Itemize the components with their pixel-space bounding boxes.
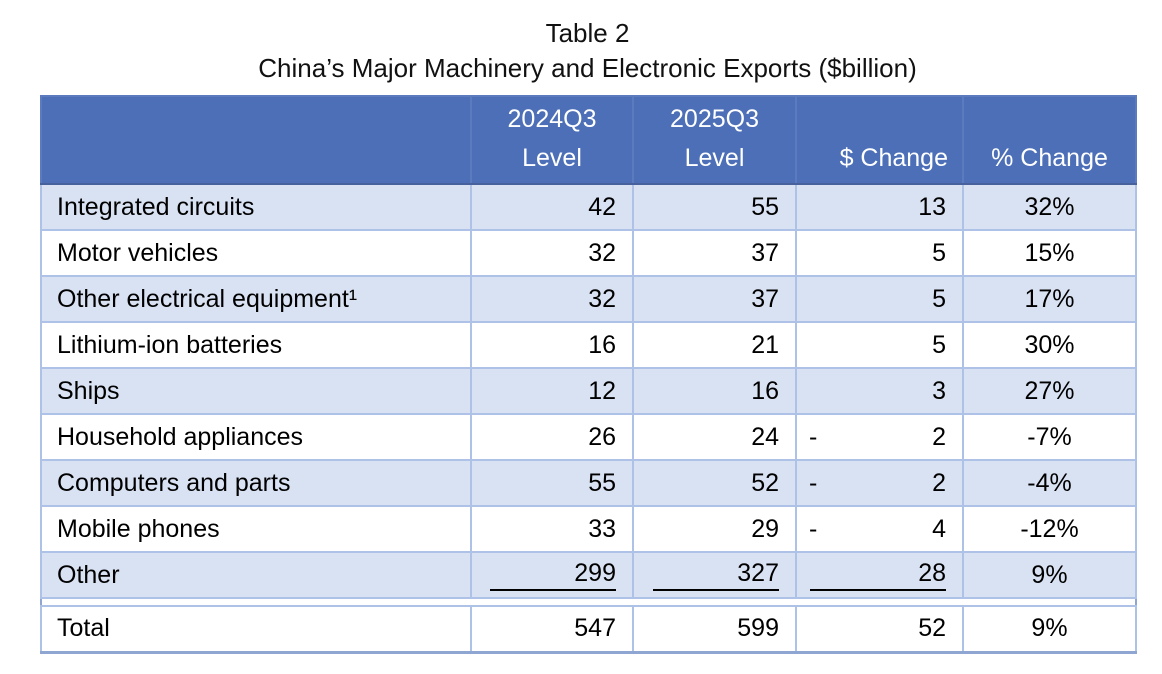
cell-2025q3-level: 21 (632, 321, 797, 369)
cell-dollar-change: -2 (795, 459, 964, 507)
cell-2024q3-level: 32 (470, 229, 634, 277)
exports-table: 2024Q3 Level 2025Q3 Level $ Change % Cha… (40, 95, 1137, 654)
dollar-change-value: 3 (932, 376, 946, 405)
table-row-household-appliances: Household appliances 26 24 -2 -7% (40, 413, 1137, 461)
cell-2024q3-level: 33 (470, 505, 634, 553)
cell-dollar-change: -4 (795, 505, 964, 553)
row-label: Household appliances (40, 413, 472, 461)
dollar-change-value: 5 (932, 284, 946, 313)
table-row-integrated-circuits: Integrated circuits 42 55 13 32% (40, 183, 1137, 231)
cell-dollar-change: 5 (795, 275, 964, 323)
cell-dollar-change: 5 (795, 229, 964, 277)
underlined-value: 299 (490, 559, 616, 591)
cell-2025q3-level: 29 (632, 505, 797, 553)
cell-pct-change: -4% (962, 459, 1137, 507)
table-row-mobile-phones: Mobile phones 33 29 -4 -12% (40, 505, 1137, 553)
row-label: Motor vehicles (40, 229, 472, 277)
header-dollar-change: $ Change (795, 95, 964, 185)
header-row: 2024Q3 Level 2025Q3 Level $ Change % Cha… (40, 95, 1137, 185)
dollar-change-value: 5 (932, 330, 946, 359)
table-row-ships: Ships 12 16 3 27% (40, 367, 1137, 415)
table-row-motor-vehicles: Motor vehicles 32 37 5 15% (40, 229, 1137, 277)
header-2024q3-level-label: Level (522, 144, 582, 172)
cell-2025q3-level: 24 (632, 413, 797, 461)
dollar-change-value: 52 (918, 614, 946, 643)
total-row-separator (41, 598, 1136, 606)
dollar-change-value: 2 (932, 468, 946, 497)
minus-sign: - (809, 514, 818, 543)
header-2024q3: 2024Q3 (507, 105, 597, 133)
row-label: Integrated circuits (40, 183, 472, 231)
header-2025q3-level: 2025Q3 Level (632, 95, 797, 185)
cell-2024q3-level: 16 (470, 321, 634, 369)
row-label: Mobile phones (40, 505, 472, 553)
table-row-lithium-ion-batteries: Lithium-ion batteries 16 21 5 30% (40, 321, 1137, 369)
table-title-block: Table 2 China’s Major Machinery and Elec… (40, 16, 1135, 86)
row-label: Total (40, 605, 472, 653)
underlined-value: 28 (810, 559, 946, 591)
dollar-change-value: 13 (918, 192, 946, 221)
cell-pct-change: 9% (962, 551, 1137, 599)
cell-2025q3-level: 52 (632, 459, 797, 507)
table-row-total: Total 547 599 52 9% (40, 605, 1137, 653)
cell-2024q3-level: 55 (470, 459, 634, 507)
header-2025q3-level-label: Level (684, 144, 745, 172)
row-label: Ships (40, 367, 472, 415)
cell-dollar-change: 13 (795, 183, 964, 231)
minus-sign: - (809, 422, 818, 451)
cell-2024q3-level: 299 (470, 551, 634, 599)
cell-pct-change: 9% (962, 605, 1137, 653)
cell-2024q3-level: 42 (470, 183, 634, 231)
cell-2024q3-level: 12 (470, 367, 634, 415)
row-label: Other (40, 551, 472, 599)
cell-2025q3-level: 327 (632, 551, 797, 599)
cell-2024q3-level: 26 (470, 413, 634, 461)
header-pct-change: % Change (962, 95, 1137, 185)
cell-pct-change: 30% (962, 321, 1137, 369)
underlined-value: 327 (653, 559, 779, 591)
cell-dollar-change: 5 (795, 321, 964, 369)
cell-2024q3-level: 547 (470, 605, 634, 653)
cell-2025q3-level: 599 (632, 605, 797, 653)
table-row-other: Other 299 327 28 9% (40, 551, 1137, 599)
header-rowlabel (40, 95, 472, 185)
cell-pct-change: -12% (962, 505, 1137, 553)
dollar-change-value: 5 (932, 238, 946, 267)
cell-dollar-change: 28 (795, 551, 964, 599)
minus-sign: - (809, 468, 818, 497)
cell-pct-change: 15% (962, 229, 1137, 277)
cell-2025q3-level: 37 (632, 229, 797, 277)
table-number-title: Table 2 (545, 18, 630, 48)
dollar-change-value: 4 (932, 514, 946, 543)
header-2024q3-level: 2024Q3 Level (470, 95, 634, 185)
header-2025q3: 2025Q3 (670, 105, 759, 133)
cell-pct-change: 32% (962, 183, 1137, 231)
row-label: Other electrical equipment¹ (40, 275, 472, 323)
row-label: Lithium-ion batteries (40, 321, 472, 369)
table-subtitle: China’s Major Machinery and Electronic E… (258, 53, 917, 83)
cell-2025q3-level: 16 (632, 367, 797, 415)
cell-pct-change: 17% (962, 275, 1137, 323)
cell-2025q3-level: 55 (632, 183, 797, 231)
cell-2024q3-level: 32 (470, 275, 634, 323)
dollar-change-value: 2 (932, 422, 946, 451)
row-label: Computers and parts (40, 459, 472, 507)
table-row-other-electrical-equipment: Other electrical equipment¹ 32 37 5 17% (40, 275, 1137, 323)
table-row-computers-and-parts: Computers and parts 55 52 -2 -4% (40, 459, 1137, 507)
cell-2025q3-level: 37 (632, 275, 797, 323)
cell-dollar-change: 3 (795, 367, 964, 415)
cell-dollar-change: 52 (795, 605, 964, 653)
cell-pct-change: 27% (962, 367, 1137, 415)
cell-dollar-change: -2 (795, 413, 964, 461)
cell-pct-change: -7% (962, 413, 1137, 461)
